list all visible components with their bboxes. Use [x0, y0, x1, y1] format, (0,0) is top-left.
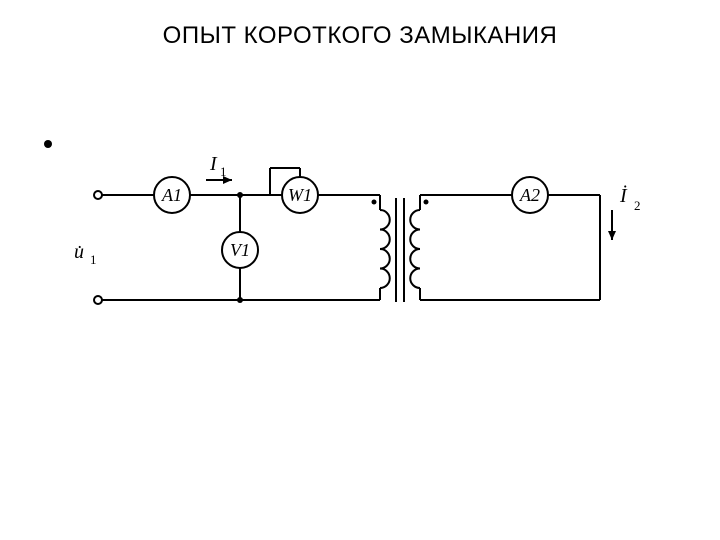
slide-title: ОПЫТ КОРОТКОГО ЗАМЫКАНИЯ: [0, 22, 720, 50]
bullet-dot: [44, 140, 52, 148]
svg-text:u̇: u̇: [74, 241, 84, 263]
svg-text:İ: İ: [619, 184, 628, 207]
svg-text:A2: A2: [519, 185, 540, 205]
slide: ОПЫТ КОРОТКОГО ЗАМЫКАНИЯ A1W1V1A2I1u̇1İ2: [0, 0, 720, 540]
circuit-diagram: A1W1V1A2I1u̇1İ2: [60, 140, 660, 350]
svg-text:1: 1: [90, 252, 97, 267]
svg-text:W1: W1: [288, 185, 312, 205]
svg-text:2: 2: [634, 198, 641, 213]
svg-text:V1: V1: [230, 240, 250, 260]
svg-text:I: I: [209, 153, 218, 175]
svg-text:1: 1: [220, 164, 227, 179]
svg-text:A1: A1: [161, 185, 182, 205]
